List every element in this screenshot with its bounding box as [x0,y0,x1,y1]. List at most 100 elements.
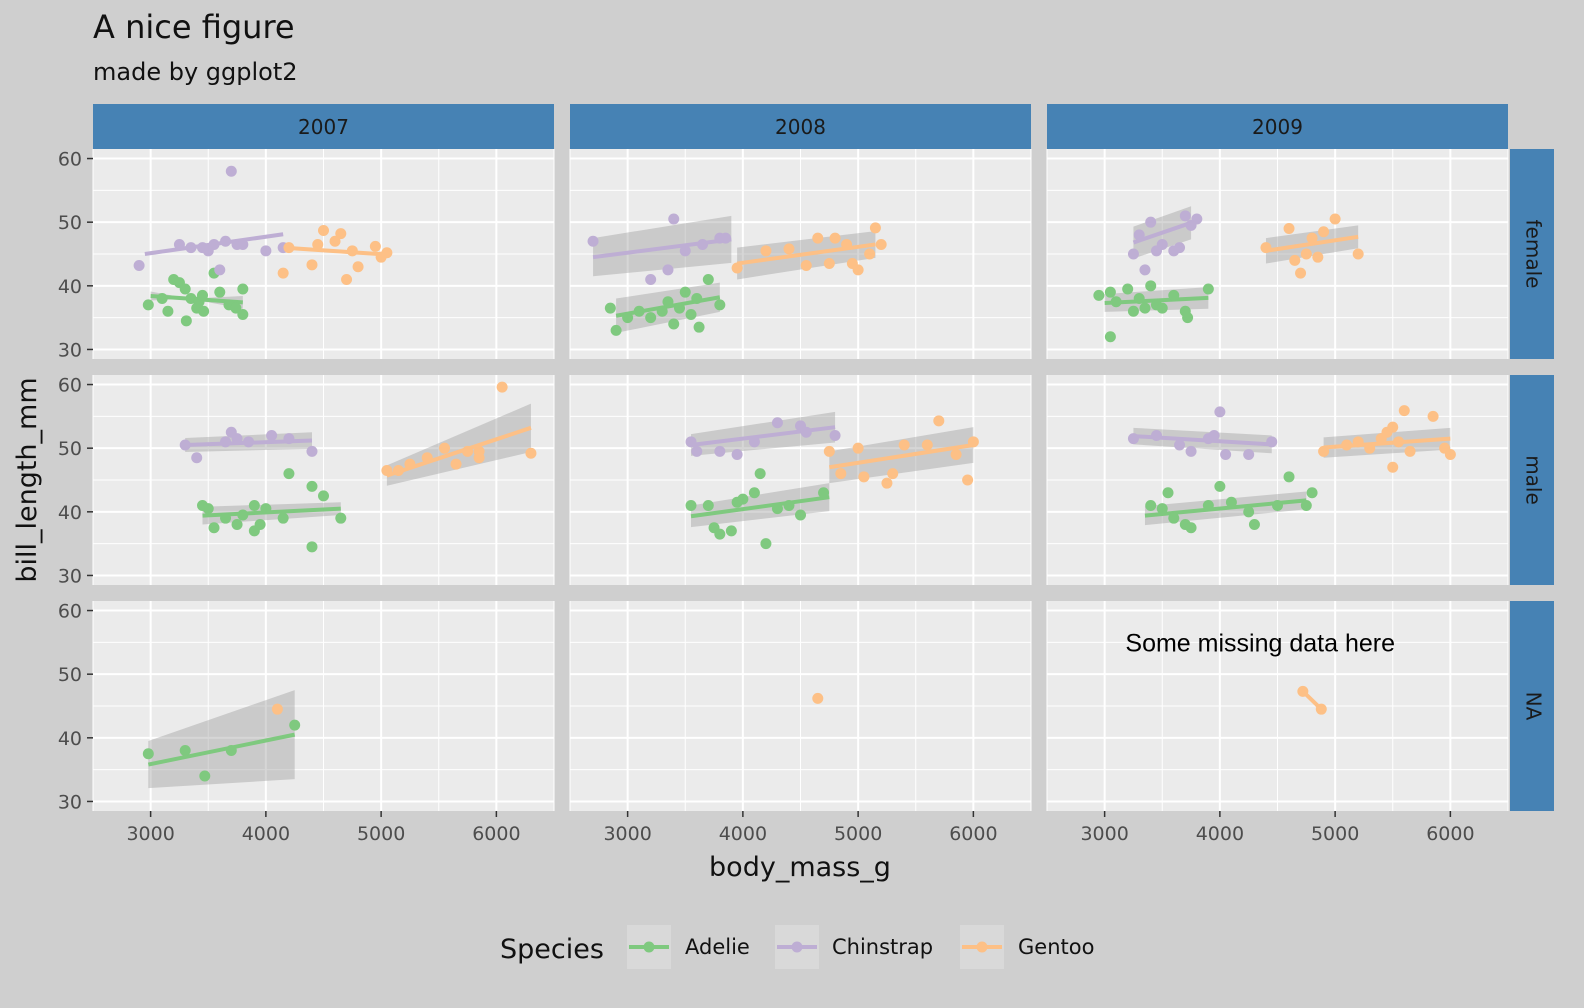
data-point-gentoo [329,235,341,247]
trend-line-adelie [690,495,830,519]
data-point-gentoo [829,232,841,244]
data-point-gentoo [841,238,853,250]
data-point-chinstrap [214,264,226,276]
trend-line-gentoo [1265,234,1359,253]
facet-strip-row [1510,375,1554,585]
data-point-gentoo [1289,254,1301,266]
data-point-adelie [214,286,226,298]
data-point-gentoo [473,445,485,457]
data-point-adelie [771,503,783,515]
data-point-adelie [225,745,237,757]
data-point-chinstrap [771,417,783,429]
y-tick-label: 30 [58,565,82,587]
data-point-gentoo [812,692,824,704]
data-point-gentoo [271,703,283,715]
data-point-gentoo [369,240,381,252]
trend-line-gentoo [283,245,388,257]
trend-line-gentoo [829,443,974,470]
data-point-chinstrap [1179,210,1191,222]
data-point-gentoo [875,238,887,250]
data-point-chinstrap [283,433,295,445]
data-point-chinstrap [231,433,243,445]
data-point-adelie [1162,487,1174,499]
data-point-chinstrap [1174,242,1186,254]
data-point-adelie [748,487,760,499]
data-point-chinstrap [266,429,278,441]
data-point-chinstrap [679,245,691,257]
legend-key-point-adelie [643,941,655,953]
data-point-gentoo [823,258,835,270]
x-tick-label: 6000 [1426,823,1474,845]
data-point-adelie [254,519,266,531]
data-point-gentoo [421,452,433,464]
data-point-adelie [220,512,232,524]
data-point-chinstrap [662,264,674,276]
data-point-adelie [237,283,249,295]
data-point-chinstrap [173,238,185,250]
data-point-adelie [335,512,347,524]
data-point-gentoo [1387,461,1399,473]
x-tick-label: 5000 [357,823,405,845]
data-point-adelie [179,283,191,295]
data-point-gentoo [858,471,870,483]
trend-line-adelie [147,732,296,767]
data-point-gentoo [1352,248,1364,260]
data-point-gentoo [1312,251,1324,263]
data-point-adelie [633,305,645,317]
data-point-adelie [237,509,249,521]
data-point-gentoo [967,436,979,448]
data-point-adelie [685,308,697,320]
data-point-gentoo [392,464,404,476]
data-point-chinstrap [691,445,703,457]
x-tick-label: 5000 [834,823,882,845]
data-point-adelie [1272,499,1283,511]
data-point-gentoo [404,458,416,470]
data-point-adelie [673,302,685,314]
x-tick-label: 6000 [472,823,520,845]
data-point-gentoo [1387,421,1399,433]
data-point-adelie [142,299,154,311]
data-point-adelie [196,289,208,301]
data-point-adelie [1133,293,1145,305]
data-point-adelie [668,318,680,330]
data-point-chinstrap [720,232,732,244]
data-point-adelie [1168,512,1180,524]
data-point-gentoo [731,262,743,274]
data-point-adelie [277,512,289,524]
facet-label-row: female [1522,220,1546,289]
data-point-adelie [1214,480,1226,492]
data-point-gentoo [312,238,324,250]
data-point-gentoo [1315,703,1327,715]
data-point-chinstrap [697,238,709,250]
data-point-gentoo [950,449,962,461]
data-point-gentoo [1404,445,1416,457]
data-point-gentoo [881,477,893,489]
y-tick-label: 30 [58,791,82,813]
data-point-adelie [754,468,766,480]
trend-line-gentoo [736,242,876,266]
data-point-adelie [180,315,192,327]
x-axis-title: body_mass_g [709,852,891,883]
data-point-gentoo [760,245,772,257]
data-point-adelie [318,490,329,502]
data-point-chinstrap [668,213,680,225]
data-point-chinstrap [1139,264,1151,276]
data-point-gentoo [933,415,945,427]
data-point-chinstrap [1220,449,1232,461]
y-tick-label: 30 [58,339,82,361]
facet-strip-col [93,104,554,149]
data-point-adelie [702,499,714,511]
facet-label-row: male [1522,455,1546,505]
data-point-gentoo [318,224,329,236]
data-point-gentoo [381,464,393,476]
trend-line-chinstrap [1132,220,1192,245]
data-point-chinstrap [220,436,232,448]
chart-subtitle: made by ggplot2 [93,58,298,86]
data-point-gentoo [450,458,462,470]
data-point-adelie [1202,499,1214,511]
data-point-gentoo [1318,226,1330,238]
data-point-adelie [685,499,697,511]
data-point-gentoo [525,447,537,459]
data-point-adelie [1156,503,1168,515]
y-tick-label: 60 [58,375,82,397]
